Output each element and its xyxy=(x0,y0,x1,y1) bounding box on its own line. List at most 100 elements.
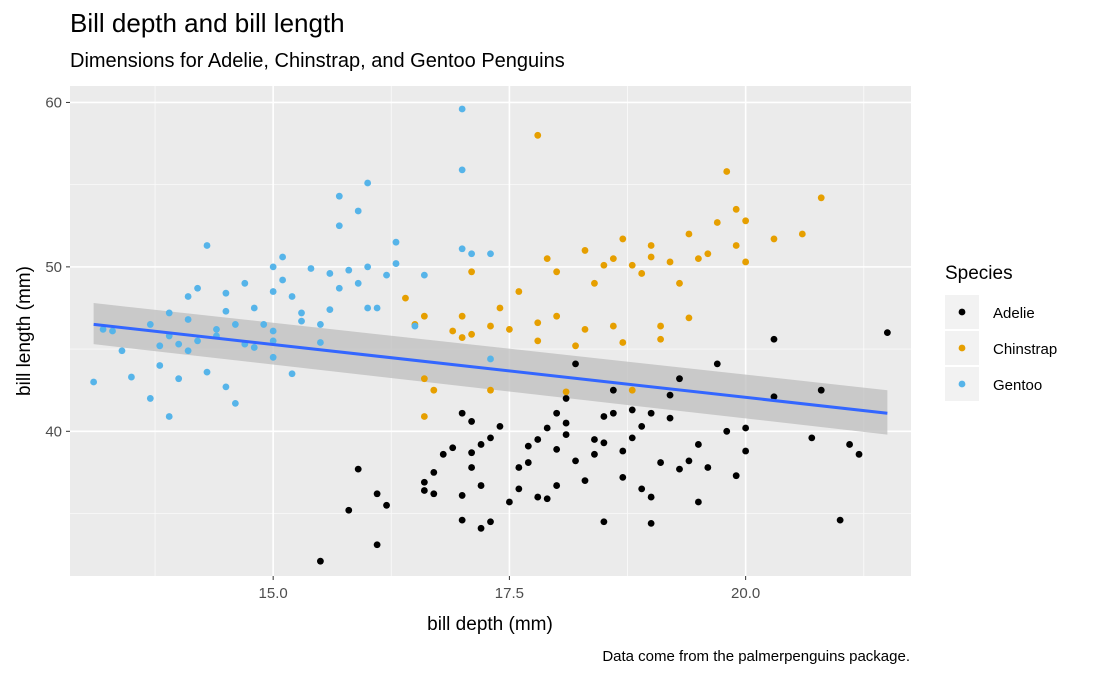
point-adelie xyxy=(553,482,561,489)
point-chinstrap xyxy=(638,270,646,277)
point-chinstrap xyxy=(609,322,617,330)
point-adelie xyxy=(676,375,683,383)
point-adelie xyxy=(345,506,353,514)
point-chinstrap xyxy=(562,388,570,396)
point-gentoo xyxy=(487,355,494,363)
point-gentoo xyxy=(468,250,476,258)
point-chinstrap xyxy=(581,325,589,333)
point-gentoo xyxy=(165,309,173,317)
point-adelie xyxy=(515,485,523,493)
point-gentoo xyxy=(458,105,466,113)
point-chinstrap xyxy=(628,261,636,269)
point-gentoo xyxy=(288,293,296,300)
point-chinstrap xyxy=(742,258,750,266)
point-adelie xyxy=(770,393,778,401)
y-tick-label: 60 xyxy=(45,94,62,111)
point-adelie xyxy=(468,464,476,471)
point-gentoo xyxy=(203,368,211,376)
point-gentoo xyxy=(354,279,362,287)
point-adelie xyxy=(883,329,891,337)
point-chinstrap xyxy=(713,219,721,226)
point-adelie xyxy=(524,442,532,450)
point-gentoo xyxy=(213,325,220,333)
point-gentoo xyxy=(269,327,277,335)
point-chinstrap xyxy=(430,386,438,394)
point-gentoo xyxy=(165,413,173,420)
point-gentoo xyxy=(364,263,372,271)
legend-marker-chinstrap xyxy=(958,344,966,352)
point-gentoo xyxy=(288,370,296,378)
point-adelie xyxy=(373,490,381,498)
point-chinstrap xyxy=(505,325,513,333)
point-chinstrap xyxy=(600,261,608,269)
point-adelie xyxy=(817,386,825,394)
point-gentoo xyxy=(335,222,343,230)
point-adelie xyxy=(430,490,438,498)
point-chinstrap xyxy=(609,255,617,263)
chart-subtitle: Dimensions for Adelie, Chinstrap, and Ge… xyxy=(70,50,565,72)
point-gentoo xyxy=(194,284,201,292)
point-chinstrap xyxy=(572,342,579,350)
point-adelie xyxy=(553,445,561,453)
point-gentoo xyxy=(260,321,268,328)
point-chinstrap xyxy=(666,258,674,266)
x-tick-label: 17.5 xyxy=(495,585,524,602)
point-adelie xyxy=(647,493,655,501)
point-chinstrap xyxy=(742,217,750,225)
point-chinstrap xyxy=(420,375,428,383)
point-adelie xyxy=(524,459,532,466)
point-adelie xyxy=(581,477,589,485)
point-chinstrap xyxy=(496,304,504,312)
point-gentoo xyxy=(458,245,466,253)
point-gentoo xyxy=(241,279,249,287)
point-gentoo xyxy=(203,242,211,249)
point-adelie xyxy=(836,516,844,524)
point-adelie xyxy=(383,501,390,509)
point-chinstrap xyxy=(770,235,778,243)
point-gentoo xyxy=(146,321,154,328)
point-adelie xyxy=(609,386,617,394)
point-gentoo xyxy=(298,309,305,317)
point-adelie xyxy=(600,439,608,447)
point-gentoo xyxy=(411,322,419,330)
point-gentoo xyxy=(364,179,372,187)
point-adelie xyxy=(609,409,617,417)
point-gentoo xyxy=(156,342,164,350)
point-adelie xyxy=(694,498,702,506)
point-adelie xyxy=(439,450,447,458)
point-gentoo xyxy=(335,192,343,200)
point-adelie xyxy=(562,431,570,438)
point-adelie xyxy=(458,492,466,499)
point-gentoo xyxy=(487,250,494,258)
point-adelie xyxy=(628,406,636,414)
point-adelie xyxy=(657,459,664,466)
trend-line xyxy=(93,322,888,415)
point-gentoo xyxy=(279,253,287,261)
point-adelie xyxy=(449,444,457,452)
legend-marker-adelie xyxy=(958,308,966,316)
point-chinstrap xyxy=(543,255,551,263)
point-adelie xyxy=(628,434,636,442)
legend-label-gentoo: Gentoo xyxy=(993,377,1042,394)
point-gentoo xyxy=(109,327,116,335)
point-gentoo xyxy=(269,337,277,345)
point-adelie xyxy=(591,436,598,443)
point-adelie xyxy=(619,473,627,481)
x-axis-ticks: 15.0 17.5 20.0 xyxy=(259,576,760,602)
point-gentoo xyxy=(146,395,154,402)
point-gentoo xyxy=(326,306,334,314)
point-adelie xyxy=(515,464,523,471)
point-gentoo xyxy=(175,340,183,348)
point-adelie xyxy=(458,516,466,524)
point-adelie xyxy=(676,465,683,473)
point-gentoo xyxy=(222,383,230,391)
point-chinstrap xyxy=(449,327,457,335)
point-gentoo xyxy=(345,266,353,274)
point-adelie xyxy=(647,409,655,417)
point-gentoo xyxy=(184,347,192,355)
point-chinstrap xyxy=(420,413,428,420)
point-chinstrap xyxy=(468,268,476,276)
point-gentoo xyxy=(231,399,239,407)
point-adelie xyxy=(373,541,381,549)
